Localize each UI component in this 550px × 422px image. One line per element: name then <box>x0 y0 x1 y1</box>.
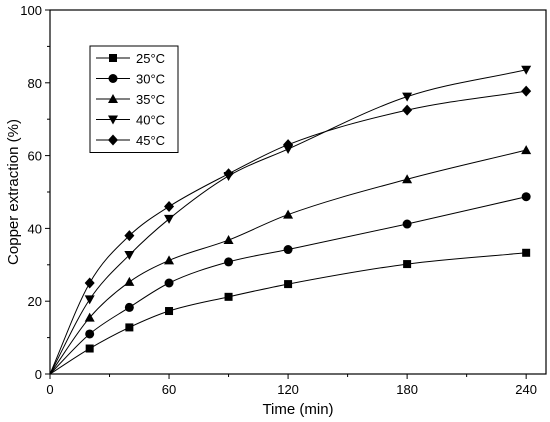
data-point <box>521 85 532 97</box>
data-point <box>223 235 234 245</box>
data-series <box>49 65 532 375</box>
data-point <box>283 209 294 219</box>
y-tick-label: 40 <box>28 221 42 236</box>
legend-entry: 30°C <box>96 72 165 87</box>
axis-ticks: 0 60 120 180 240 0 20 40 60 80 100 <box>20 3 537 397</box>
data-point <box>125 323 134 332</box>
data-point <box>522 248 531 257</box>
plot-frame <box>49 9 547 375</box>
data-point <box>402 104 413 116</box>
data-point <box>521 192 531 202</box>
legend-entry: 45°C <box>96 133 165 148</box>
x-tick-label: 240 <box>515 382 537 397</box>
series-1 <box>49 192 531 375</box>
series-0 <box>49 248 531 375</box>
data-point <box>283 245 293 255</box>
data-point <box>164 201 175 213</box>
data-point <box>124 276 135 286</box>
data-point <box>284 280 293 289</box>
legend-marker <box>108 74 118 83</box>
data-point <box>283 139 294 151</box>
y-axis-label: Copper extraction (%) <box>5 119 22 265</box>
x-axis-label: Time (min) <box>262 401 333 418</box>
data-point <box>164 278 174 288</box>
series-line <box>49 252 527 375</box>
data-point <box>124 250 135 260</box>
legend-label: 45°C <box>136 133 165 148</box>
legend-entry: 25°C <box>96 51 165 66</box>
legend-label: 25°C <box>136 51 165 66</box>
data-point <box>84 312 95 322</box>
data-point <box>521 145 532 155</box>
data-point <box>84 295 95 305</box>
legend-marker <box>108 115 118 125</box>
data-point <box>402 174 413 184</box>
data-point <box>165 307 174 316</box>
data-point <box>85 344 94 353</box>
series-4 <box>49 85 532 375</box>
data-point <box>84 277 95 289</box>
data-point <box>403 260 412 269</box>
y-tick-label: 80 <box>28 76 42 91</box>
y-tick-label: 0 <box>35 367 42 382</box>
data-point <box>124 302 134 312</box>
series-line <box>49 149 527 375</box>
y-tick-label: 60 <box>28 149 42 164</box>
data-point <box>223 168 234 180</box>
y-tick-label: 100 <box>20 3 42 18</box>
legend-marker <box>109 54 117 62</box>
x-tick-label: 120 <box>277 382 299 397</box>
data-point <box>224 292 233 301</box>
data-point <box>402 92 413 102</box>
data-point <box>85 329 95 339</box>
legend-marker <box>108 94 118 103</box>
data-point <box>521 65 532 75</box>
data-point <box>402 219 412 229</box>
data-point <box>124 230 135 242</box>
x-tick-label: 180 <box>396 382 418 397</box>
legend-entry: 40°C <box>96 113 165 128</box>
legend-entry: 35°C <box>96 92 165 107</box>
x-tick-label: 60 <box>162 382 176 397</box>
legend-label: 35°C <box>136 92 165 107</box>
series-2 <box>49 145 532 375</box>
legend: 25°C 30°C 35°C 40°C 45°C <box>89 45 179 153</box>
legend-label: 30°C <box>136 72 165 87</box>
y-tick-label: 20 <box>28 294 42 309</box>
data-point <box>164 214 175 224</box>
legend-label: 40°C <box>136 113 165 128</box>
data-point <box>224 257 234 267</box>
x-tick-label: 0 <box>46 382 53 397</box>
legend-marker <box>108 134 118 146</box>
data-point <box>164 255 175 265</box>
